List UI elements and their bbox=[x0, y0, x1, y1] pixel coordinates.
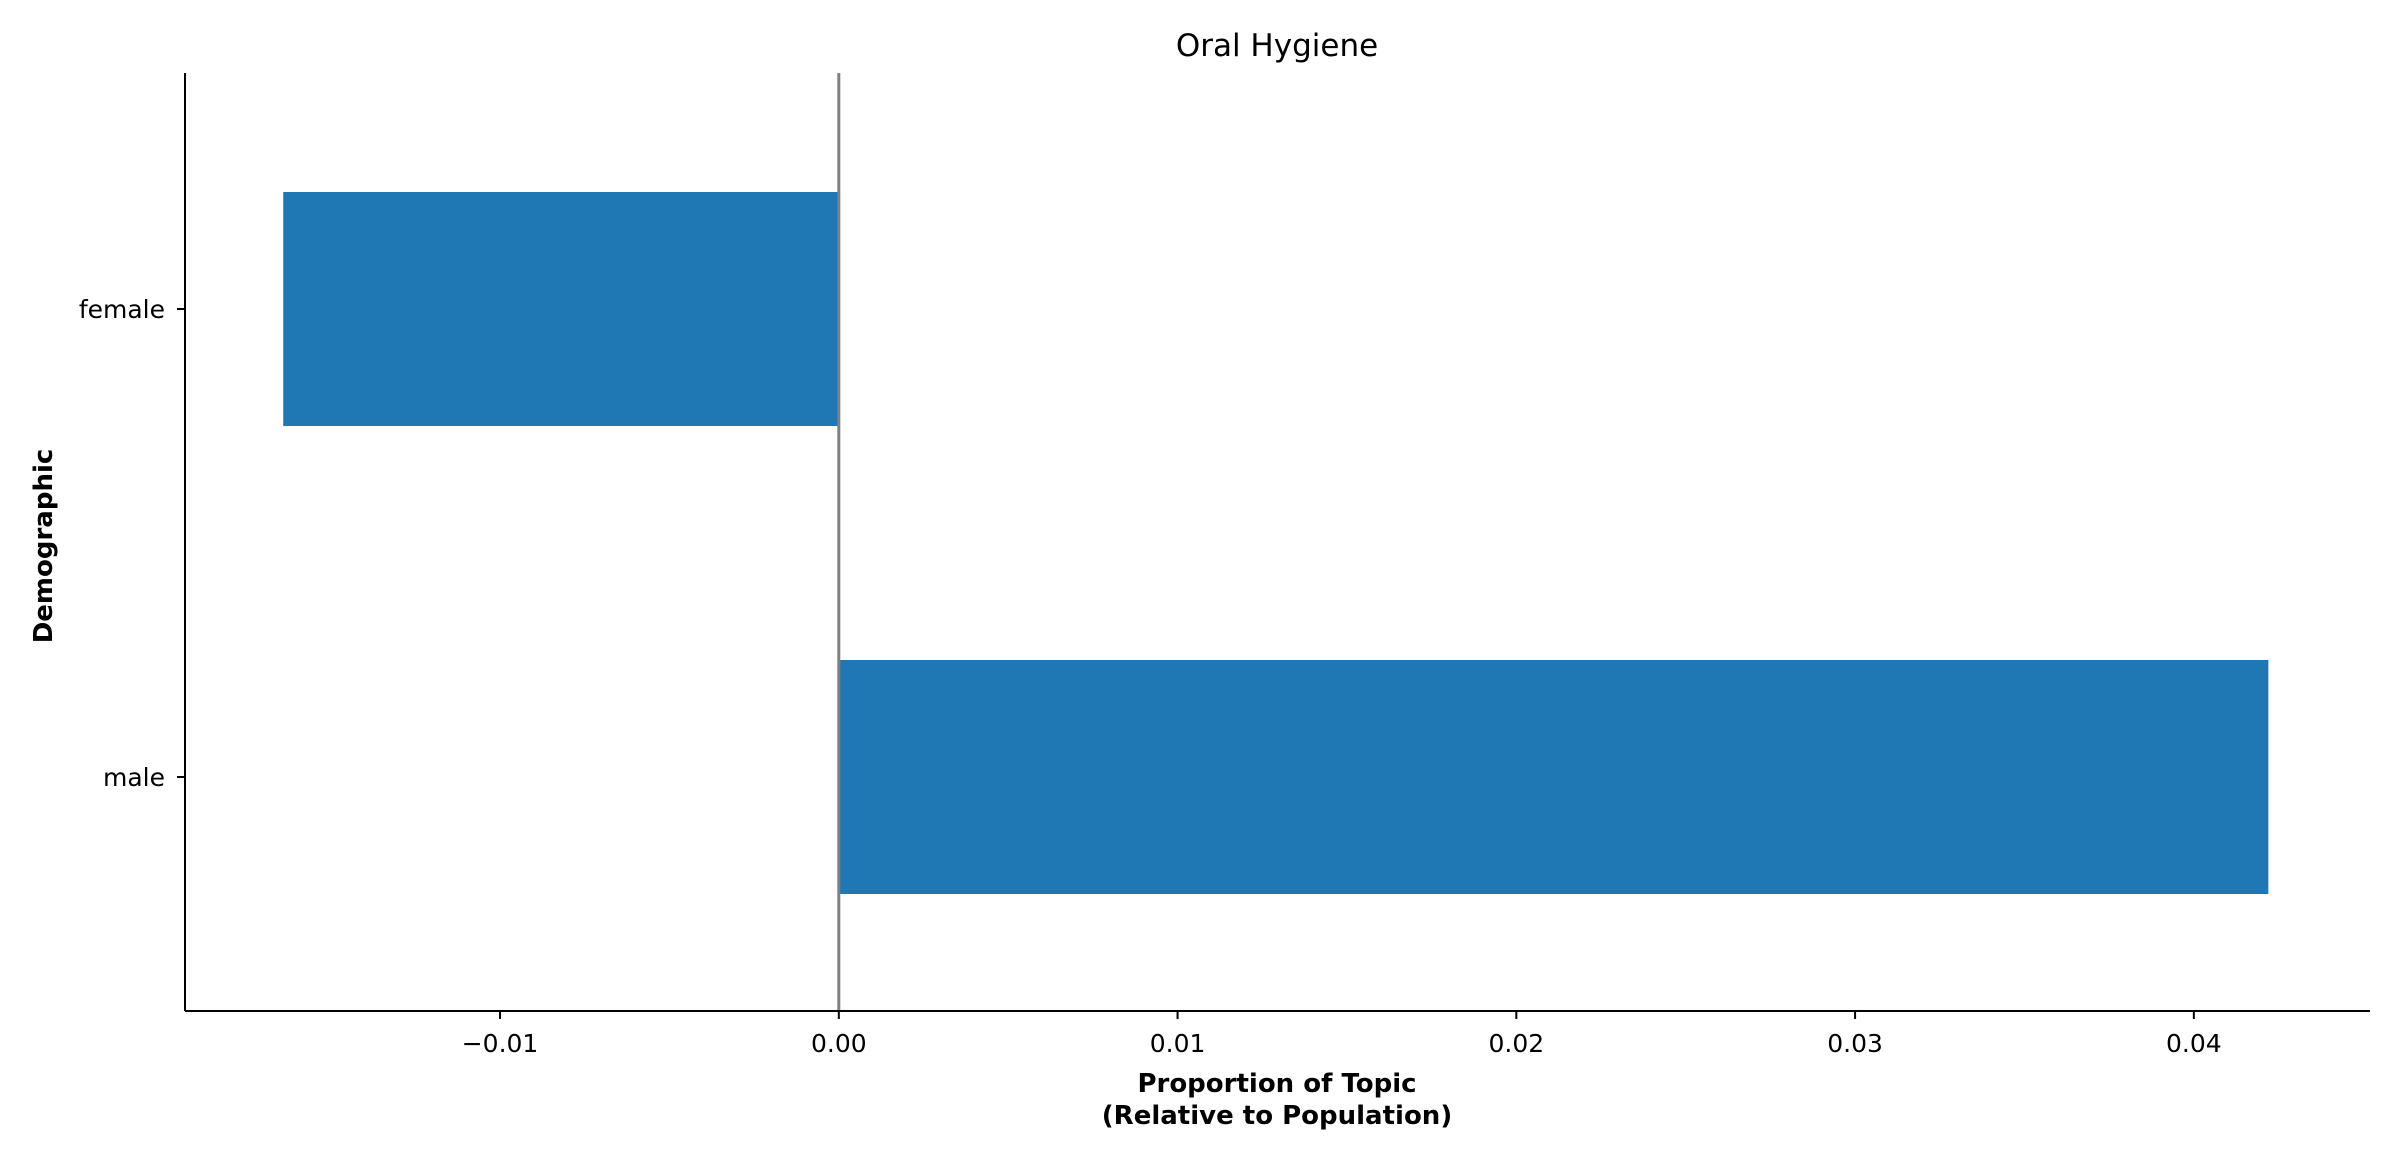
x-tick-label: 0.01 bbox=[1150, 1029, 1206, 1058]
x-tick-label: 0.00 bbox=[811, 1029, 867, 1058]
x-axis-label: Proportion of Topic (Relative to Populati… bbox=[1102, 1069, 1452, 1131]
x-axis-label-line: (Relative to Population) bbox=[1102, 1101, 1452, 1131]
x-tick-label: 0.03 bbox=[1827, 1029, 1883, 1058]
x-axis-label-line: Proportion of Topic bbox=[1137, 1069, 1416, 1099]
x-tick-label: 0.04 bbox=[2166, 1029, 2222, 1058]
bar-male bbox=[838, 660, 2269, 894]
x-tick-label: 0.02 bbox=[1488, 1029, 1544, 1058]
y-tick-label-female: female bbox=[79, 295, 165, 324]
y-tick-label-male: male bbox=[103, 763, 165, 792]
bars-group bbox=[283, 192, 2269, 894]
chart-title: Oral Hygiene bbox=[1176, 28, 1378, 64]
x-ticks-group: −0.01 0.00 0.01 0.02 0.03 0.04 bbox=[462, 1011, 2222, 1058]
x-tick-label: −0.01 bbox=[462, 1029, 539, 1058]
y-ticks-group: female male bbox=[79, 295, 185, 792]
y-axis-label: Demographic bbox=[29, 449, 59, 644]
bar-female bbox=[283, 192, 839, 426]
